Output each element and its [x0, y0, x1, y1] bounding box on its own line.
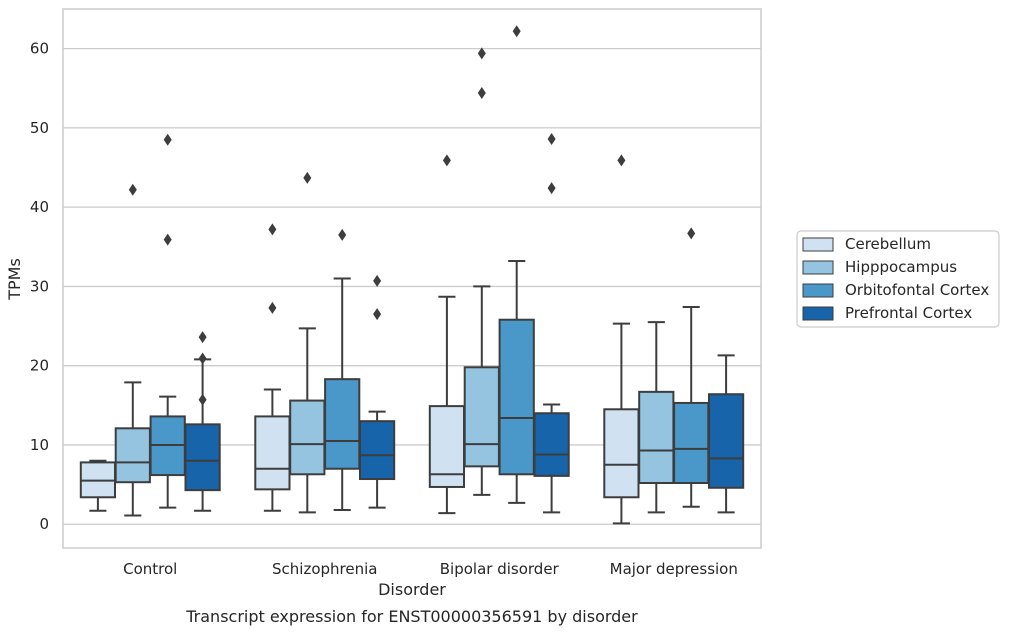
box-iqr: [673, 401, 710, 485]
y-tick-label: 60: [30, 40, 49, 58]
outlier-point: [198, 352, 207, 365]
legend-label: Cerebellum: [845, 235, 931, 253]
outlier-point: [128, 183, 137, 196]
plot-area-frame: [62, 8, 762, 549]
box-group-major-depression: [603, 154, 745, 525]
legend-swatch: [802, 283, 834, 298]
legend-swatch: [802, 237, 834, 252]
y-tick-label: 10: [30, 436, 49, 454]
box-iqr: [254, 415, 291, 491]
box-group-control: [79, 133, 221, 517]
x-tick-label: Major depression: [610, 560, 738, 578]
outlier-point: [373, 308, 382, 321]
box-iqr: [603, 408, 640, 499]
legend-frame: [796, 230, 1000, 328]
box-iqr: [114, 427, 151, 484]
outlier-point: [373, 274, 382, 287]
y-tick-label: 20: [30, 357, 49, 375]
legend-label: Hipppocampus: [845, 258, 957, 276]
outlier-point: [268, 223, 277, 236]
x-tick-label: Schizophrenia: [272, 560, 377, 578]
outlier-point: [547, 132, 556, 145]
outlier-point: [303, 171, 312, 184]
y-tick-label: 40: [30, 198, 49, 216]
outlier-point: [198, 331, 207, 344]
box-iqr: [358, 420, 396, 481]
outlier-point: [617, 154, 626, 167]
box-iqr: [533, 412, 570, 477]
box-iqr: [498, 318, 535, 476]
outlier-point: [547, 182, 556, 195]
outlier-point: [198, 393, 207, 406]
box-iqr: [324, 378, 361, 470]
box-iqr: [184, 423, 221, 492]
y-tick-label: 0: [39, 515, 49, 533]
x-tick-label: Bipolar disorder: [440, 560, 560, 578]
figure-caption: Transcript expression for ENST0000035659…: [185, 607, 638, 626]
outlier-point: [163, 233, 172, 246]
box-iqr: [638, 390, 675, 485]
x-tick-label: Control: [123, 560, 177, 578]
box-iqr: [707, 393, 745, 489]
y-axis-ticks: 0 10 20 30 40 50 60: [30, 40, 49, 534]
box-group-bipolar-disorder: [428, 25, 570, 515]
legend-label: Orbitofontal Cortex: [845, 281, 989, 299]
legend-label: Prefrontal Cortex: [845, 304, 972, 322]
box-plot-groups: [79, 25, 745, 525]
box-iqr: [289, 399, 326, 476]
legend-swatch: [802, 306, 834, 321]
outlier-point: [477, 47, 486, 60]
x-axis-title: Disorder: [378, 580, 446, 599]
y-tick-label: 50: [30, 119, 49, 137]
y-axis-title: TPMs: [5, 258, 24, 301]
outlier-point: [687, 227, 696, 240]
x-axis-ticks: Control Schizophrenia Bipolar disorder Majo…: [123, 560, 738, 578]
outlier-point: [163, 133, 172, 146]
box-iqr: [463, 366, 500, 468]
y-tick-label: 30: [30, 277, 49, 295]
legend: Cerebellum Hipppocampus Orbitofontal Corte…: [796, 230, 1000, 328]
legend-swatch: [802, 260, 834, 275]
outlier-point: [338, 228, 347, 241]
outlier-point: [512, 25, 521, 38]
outlier-point: [268, 301, 277, 314]
box-group-schizophrenia: [254, 171, 396, 514]
outlier-point: [477, 87, 486, 100]
outlier-point: [442, 154, 451, 167]
